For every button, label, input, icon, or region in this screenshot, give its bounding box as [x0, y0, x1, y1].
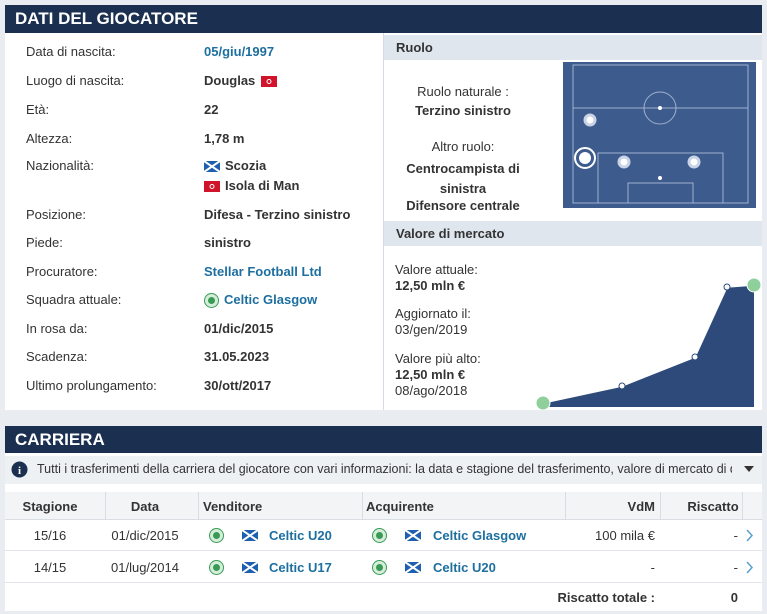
flag-isle-of-man — [261, 76, 277, 87]
flag-scotland — [204, 161, 220, 172]
role-value: Centrocampista di sinistra — [406, 161, 520, 196]
row-value: Isola di Man — [225, 178, 300, 193]
total-value: 0 — [730, 590, 738, 605]
flag-isle-of-man — [204, 181, 220, 192]
row-value: 31.05.2023 — [204, 349, 270, 364]
row-line — [5, 582, 762, 583]
row-label: Procuratore: — [26, 264, 98, 279]
column-separator — [565, 492, 566, 520]
flag-scotland — [405, 562, 421, 573]
row-value[interactable]: 05/giu/1997 — [204, 44, 275, 59]
cell: - — [650, 560, 655, 575]
row-label: Posizione: — [26, 207, 86, 222]
row-label: Ultimo prolungamento: — [26, 378, 157, 393]
column-header: VdM — [627, 499, 655, 514]
column-separator — [105, 492, 106, 520]
role-header: Ruolo — [384, 35, 762, 60]
label: Valore più alto: — [395, 351, 481, 366]
cell[interactable]: Celtic U17 — [269, 560, 332, 575]
row-label: Piede: — [26, 235, 63, 250]
cell: - — [733, 560, 738, 575]
cell[interactable]: Celtic U20 — [433, 560, 496, 575]
caret[interactable] — [743, 465, 755, 473]
column-header: Stagione — [22, 499, 78, 514]
row-value[interactable]: Celtic Glasgow — [224, 292, 318, 307]
flag-scotland — [242, 562, 258, 573]
column-separator — [660, 492, 661, 520]
label: Ruolo naturale : — [417, 84, 509, 99]
cell: 14/15 — [33, 560, 67, 575]
column-separator — [362, 492, 363, 520]
role-value: Difensore centrale — [406, 198, 520, 213]
info-icon: i — [11, 461, 28, 478]
row-value: 30/ott/2017 — [204, 378, 272, 393]
total-label: Riscatto totale : — [557, 590, 655, 605]
column-header: Venditore — [203, 499, 263, 514]
value: 08/ago/2018 — [395, 383, 468, 398]
value: 12,50 mln € — [395, 278, 466, 293]
row-label: Scadenza: — [26, 349, 88, 364]
row-line — [5, 550, 762, 551]
club-logo — [204, 293, 219, 308]
row-label: Data di nascita: — [26, 44, 116, 59]
title: CARRIERA — [15, 430, 105, 449]
club-logo — [372, 528, 387, 543]
label: Valore attuale: — [395, 262, 478, 277]
market-header: Valore di mercato — [384, 221, 762, 246]
label: Altro ruolo: — [431, 139, 495, 154]
row-label: In rosa da: — [26, 321, 88, 336]
info-bar[interactable] — [5, 456, 762, 484]
row-label: Età: — [26, 102, 50, 117]
row-value: Douglas — [204, 73, 256, 88]
cell: 100 mila € — [595, 528, 655, 543]
market-graph — [535, 277, 762, 410]
row-value: sinistro — [204, 235, 251, 250]
cell: 15/16 — [33, 528, 67, 543]
divider — [383, 33, 384, 410]
row-label: Squadra attuale: — [26, 292, 122, 307]
value: 12,50 mln € — [395, 367, 466, 382]
cell[interactable]: Celtic Glasgow — [433, 528, 527, 543]
cell: 01/dic/2015 — [111, 528, 179, 543]
row-label: Altezza: — [26, 131, 73, 146]
flag-scotland — [405, 530, 421, 541]
section-header: DATI DEL GIOCATORE — [5, 5, 762, 33]
table-header — [5, 492, 762, 520]
title: DATI DEL GIOCATORE — [15, 9, 198, 28]
row-value: 22 — [204, 102, 219, 117]
cell: - — [733, 528, 738, 543]
row-value[interactable]: Stellar Football Ltd — [204, 264, 322, 279]
pitch — [563, 62, 756, 208]
label: Aggiornato il: — [395, 306, 471, 321]
row-value: 01/dic/2015 — [204, 321, 274, 336]
section-header: CARRIERA — [5, 426, 762, 453]
column-separator — [198, 492, 199, 520]
info-text: Tutti i trasferimenti della carriera del… — [37, 462, 732, 476]
role-value: Terzino sinistro — [415, 103, 511, 118]
column-header: Acquirente — [366, 499, 434, 514]
row-value: Difesa - Terzino sinistro — [204, 207, 351, 222]
row-chevron[interactable] — [746, 561, 754, 574]
flag-scotland — [242, 530, 258, 541]
svg-text:i: i — [18, 465, 21, 477]
column-header: Riscatto — [687, 499, 739, 514]
club-logo — [209, 528, 224, 543]
club-logo — [209, 560, 224, 575]
club-logo — [372, 560, 387, 575]
column-separator — [742, 492, 743, 520]
row-label: Luogo di nascita: — [26, 73, 125, 88]
row-label: Nazionalità: — [26, 158, 94, 173]
row-value: 1,78 m — [204, 131, 245, 146]
row-value: Scozia — [225, 158, 267, 173]
value: 03/gen/2019 — [395, 322, 468, 337]
cell: 01/lug/2014 — [111, 560, 179, 575]
cell[interactable]: Celtic U20 — [269, 528, 332, 543]
row-chevron[interactable] — [746, 529, 754, 542]
column-header: Data — [130, 499, 160, 514]
